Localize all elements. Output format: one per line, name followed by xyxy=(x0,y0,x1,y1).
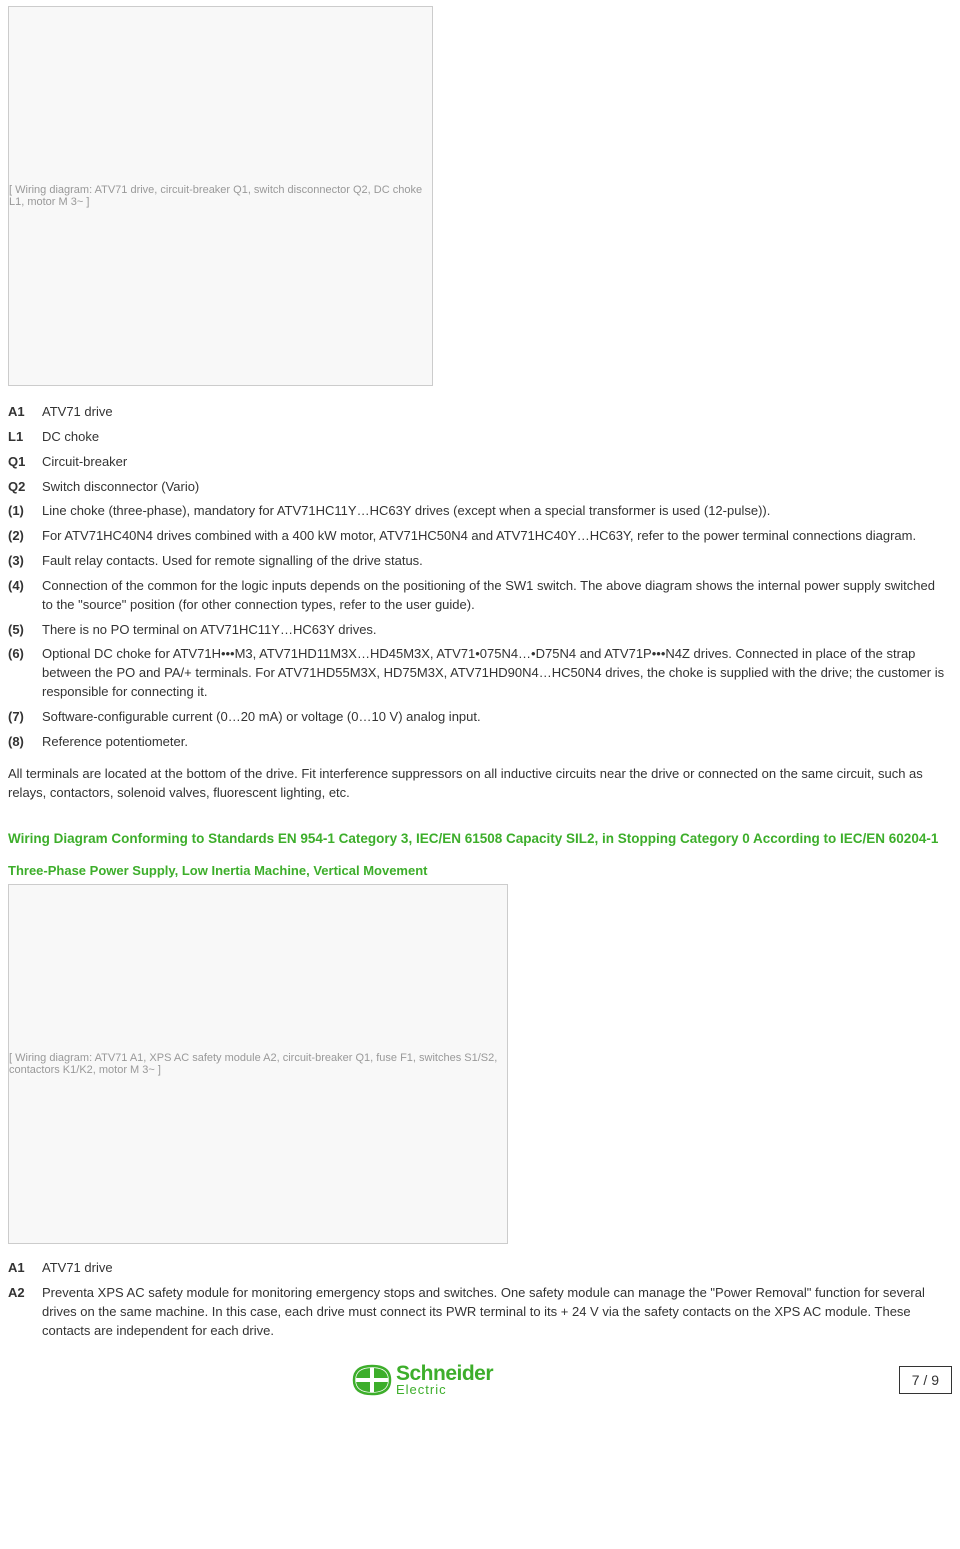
legend-text: ATV71 drive xyxy=(42,1256,952,1281)
legend-table-1: A1ATV71 drive L1DC choke Q1Circuit-break… xyxy=(8,400,952,755)
legend-text: ATV71 drive xyxy=(42,400,952,425)
legend-text: DC choke xyxy=(42,425,952,450)
legend-text: There is no PO terminal on ATV71HC11Y…HC… xyxy=(42,618,952,643)
legend-key: A1 xyxy=(8,1256,42,1281)
legend-row: A2Preventa XPS AC safety module for moni… xyxy=(8,1281,952,1344)
legend-row: (1)Line choke (three-phase), mandatory f… xyxy=(8,499,952,524)
legend-text: Reference potentiometer. xyxy=(42,730,952,755)
legend-key: A2 xyxy=(8,1281,42,1344)
logo-line1: Schneider xyxy=(396,1363,493,1384)
legend-row: Q2Switch disconnector (Vario) xyxy=(8,475,952,500)
schneider-logo-icon xyxy=(350,1360,394,1400)
legend-key: (1) xyxy=(8,499,42,524)
legend-row: L1DC choke xyxy=(8,425,952,450)
legend-row: (5)There is no PO terminal on ATV71HC11Y… xyxy=(8,618,952,643)
legend-row: (4)Connection of the common for the logi… xyxy=(8,574,952,618)
legend-table-2: A1ATV71 drive A2Preventa XPS AC safety m… xyxy=(8,1256,952,1343)
legend-key: (7) xyxy=(8,705,42,730)
legend-row: (7)Software-configurable current (0…20 m… xyxy=(8,705,952,730)
section-heading-safety: Wiring Diagram Conforming to Standards E… xyxy=(8,830,952,849)
legend-row: (2)For ATV71HC40N4 drives combined with … xyxy=(8,524,952,549)
legend-key: L1 xyxy=(8,425,42,450)
legend-text: Line choke (three-phase), mandatory for … xyxy=(42,499,952,524)
legend-text: Optional DC choke for ATV71H•••M3, ATV71… xyxy=(42,642,952,705)
schneider-logo: Schneider Electric xyxy=(350,1360,493,1400)
terminals-note: All terminals are located at the bottom … xyxy=(8,765,952,803)
legend-row: A1ATV71 drive xyxy=(8,400,952,425)
page-number: 7 / 9 xyxy=(899,1366,952,1394)
legend-key: (5) xyxy=(8,618,42,643)
legend-key: Q1 xyxy=(8,450,42,475)
subheading-three-phase: Three-Phase Power Supply, Low Inertia Ma… xyxy=(8,863,952,878)
legend-row: A1ATV71 drive xyxy=(8,1256,952,1281)
legend-text: Software-configurable current (0…20 mA) … xyxy=(42,705,952,730)
logo-line2: Electric xyxy=(396,1383,493,1396)
legend-text: Preventa XPS AC safety module for monito… xyxy=(42,1281,952,1344)
wiring-diagram-2-image: [ Wiring diagram: ATV71 A1, XPS AC safet… xyxy=(8,884,508,1244)
legend-key: A1 xyxy=(8,400,42,425)
legend-text: Circuit-breaker xyxy=(42,450,952,475)
legend-key: (2) xyxy=(8,524,42,549)
legend-key: (6) xyxy=(8,642,42,705)
legend-text: Switch disconnector (Vario) xyxy=(42,475,952,500)
legend-key: Q2 xyxy=(8,475,42,500)
legend-key: (4) xyxy=(8,574,42,618)
legend-text: Fault relay contacts. Used for remote si… xyxy=(42,549,952,574)
legend-row: (3)Fault relay contacts. Used for remote… xyxy=(8,549,952,574)
legend-key: (8) xyxy=(8,730,42,755)
schneider-logo-text: Schneider Electric xyxy=(396,1363,493,1396)
legend-row: (8)Reference potentiometer. xyxy=(8,730,952,755)
legend-key: (3) xyxy=(8,549,42,574)
legend-row: Q1Circuit-breaker xyxy=(8,450,952,475)
legend-row: (6)Optional DC choke for ATV71H•••M3, AT… xyxy=(8,642,952,705)
legend-text: Connection of the common for the logic i… xyxy=(42,574,952,618)
wiring-diagram-1-image: [ Wiring diagram: ATV71 drive, circuit-b… xyxy=(8,6,433,386)
legend-text: For ATV71HC40N4 drives combined with a 4… xyxy=(42,524,952,549)
page-footer: Schneider Electric 7 / 9 xyxy=(8,1354,952,1400)
